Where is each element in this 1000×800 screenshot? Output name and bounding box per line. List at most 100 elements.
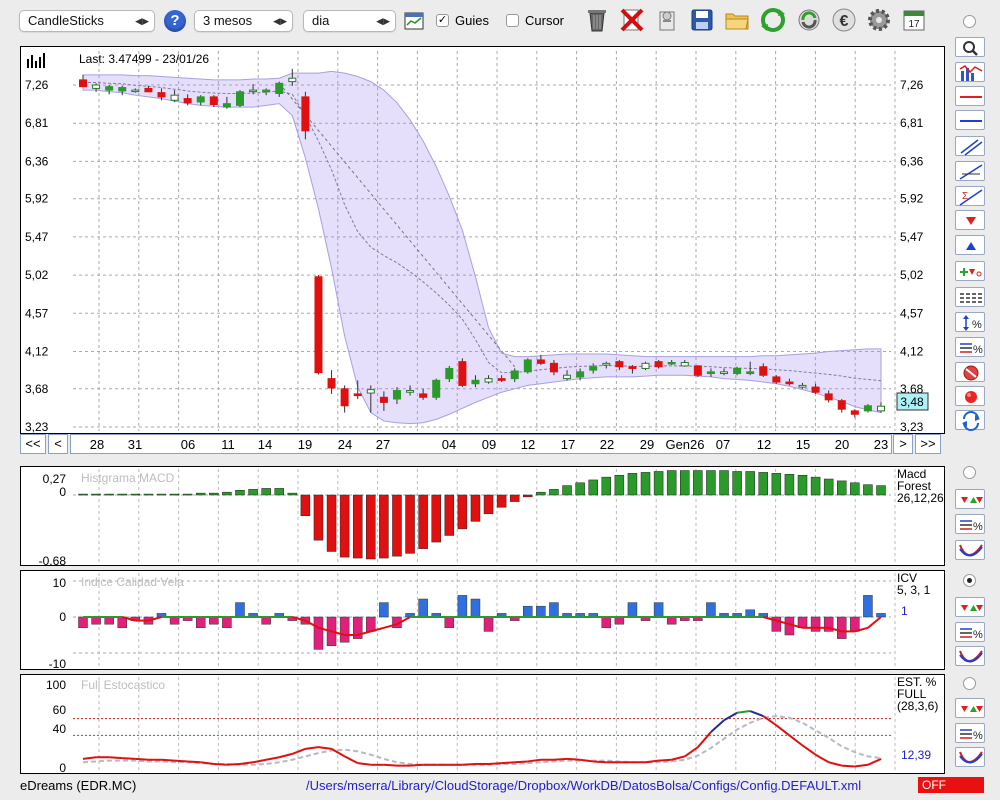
stoch-percent-button[interactable]: %: [955, 723, 985, 743]
add-signals-button[interactable]: [955, 261, 985, 281]
stoch-curve-button[interactable]: [955, 747, 985, 767]
price-chart-svg[interactable]: 7,26 6,81 6,36 5,92 5,47 5,02 4,57 4,12 3,68 3,23…: [21, 47, 944, 434]
nav-next-button[interactable]: >: [893, 434, 913, 454]
stochastic-chart-svg[interactable]: Full Estocastico 100 60 40 0 EST. % FULL…: [21, 675, 944, 775]
macd-percent-button[interactable]: %: [955, 514, 985, 534]
percent-lines-button[interactable]: %: [955, 337, 985, 357]
refresh-icon[interactable]: [759, 6, 787, 34]
macd-panel-radio[interactable]: [963, 466, 976, 479]
candle-body: [118, 87, 127, 92]
calendar-icon[interactable]: 17: [900, 6, 928, 34]
chart-type-select[interactable]: CandleSticks ◀▶: [19, 10, 155, 32]
channel-button[interactable]: [955, 136, 985, 156]
macd-bar: [104, 493, 114, 496]
stoch-signals-button[interactable]: [955, 698, 985, 718]
macd-bar: [797, 474, 808, 496]
stoch-tick-100: 100: [46, 678, 66, 692]
spreadsheet-icon[interactable]: [403, 10, 425, 32]
swap-button[interactable]: [955, 410, 985, 431]
icv-chart-svg[interactable]: Indice Calidad Vela 10 0 -10 ICV 5, 3, 1…: [21, 571, 944, 671]
horizontal-line-blue-button[interactable]: [955, 110, 985, 130]
sell-arrow-button[interactable]: [955, 210, 985, 230]
icv-bar: [614, 616, 625, 625]
curve-icon: [959, 544, 983, 557]
icv-bar: [653, 602, 664, 618]
candle: [366, 385, 375, 413]
period-select[interactable]: 3 mesos ◀▶: [194, 10, 293, 32]
nav-prev-button[interactable]: <: [48, 434, 68, 454]
guides-checkbox[interactable]: ✓: [436, 14, 449, 27]
trendline-button[interactable]: [955, 161, 985, 181]
magnifier-icon: [963, 41, 978, 56]
main-chart-radio[interactable]: [963, 15, 976, 28]
euro-icon[interactable]: €: [830, 6, 858, 34]
record-button[interactable]: [955, 386, 985, 406]
indicator-button[interactable]: [955, 62, 985, 82]
icv-signals-button[interactable]: [955, 597, 985, 617]
delete-icon[interactable]: [618, 6, 646, 34]
stoch-k-segment: [736, 710, 751, 714]
price-chart-panel[interactable]: 7,26 6,81 6,36 5,92 5,47 5,02 4,57 4,12 3,68 3,23…: [20, 46, 945, 434]
stoch-legend-1: EST. %: [897, 675, 937, 689]
icv-bar: [313, 616, 324, 650]
folder-icon[interactable]: [723, 6, 751, 34]
macd-curve-button[interactable]: [955, 540, 985, 560]
icv-bar: [169, 616, 180, 625]
price-tick-right: 6,36: [900, 154, 924, 168]
macd-bar: [640, 472, 651, 496]
trash-icon[interactable]: [583, 6, 611, 34]
icv-panel[interactable]: Indice Calidad Vela 10 0 -10 ICV 5, 3, 1…: [20, 570, 945, 671]
lines-button[interactable]: [955, 287, 985, 307]
status-off-badge: OFF: [918, 777, 984, 793]
buy-arrow-button[interactable]: [955, 235, 985, 255]
nav-last-button[interactable]: >>: [915, 434, 941, 454]
stoch-k-segment: [828, 761, 843, 767]
nav-first-button[interactable]: <<: [20, 434, 46, 454]
zoom-button[interactable]: [955, 37, 985, 57]
price-tick-right: 5,47: [900, 230, 924, 244]
icv-bar: [483, 616, 494, 632]
icv-line-segment: [762, 616, 777, 622]
macd-chart-svg[interactable]: Histgrama MACD 0,27 0 -0,68 Macd Forest …: [21, 467, 944, 568]
interval-select[interactable]: dia ◀▶: [303, 10, 396, 32]
guides-label: Guies: [455, 13, 489, 28]
macd-signals-button[interactable]: [955, 489, 985, 509]
candle-body: [379, 396, 388, 403]
date-tick: 27: [376, 437, 390, 452]
sync-icon[interactable]: [795, 6, 823, 34]
candle-body: [209, 96, 218, 106]
candle: [667, 359, 676, 366]
date-tick: 06: [181, 437, 195, 452]
fibonacci-button[interactable]: Σ: [955, 186, 985, 206]
icv-panel-radio[interactable]: [963, 574, 976, 587]
date-tick: 24: [338, 437, 352, 452]
config-path-link[interactable]: /Users/mserra/Library/CloudStorage/Dropb…: [306, 778, 862, 793]
stochastic-panel[interactable]: Full Estocastico 100 60 40 0 EST. % FULL…: [20, 674, 945, 775]
macd-bar: [313, 494, 324, 541]
macd-panel[interactable]: Histgrama MACD 0,27 0 -0,68 Macd Forest …: [20, 466, 945, 568]
document-icon[interactable]: [653, 6, 681, 34]
icv-curve-button[interactable]: [955, 646, 985, 666]
candle: [733, 366, 742, 376]
stoch-k-segment: [593, 760, 607, 764]
stop-button[interactable]: [955, 362, 985, 382]
horizontal-line-red-button[interactable]: [955, 86, 985, 106]
settings-icon[interactable]: [865, 6, 893, 34]
help-button[interactable]: ?: [164, 10, 186, 32]
stoch-panel-radio[interactable]: [963, 677, 976, 690]
macd-tick-zero: 0: [59, 485, 66, 499]
stoch-k-segment: [671, 755, 686, 761]
percent-range-button[interactable]: %: [955, 312, 985, 332]
save-icon[interactable]: [688, 6, 716, 34]
price-tick-right: 4,57: [900, 306, 924, 320]
macd-bar: [562, 485, 572, 496]
icv-bar: [823, 616, 834, 632]
candle-body: [733, 367, 742, 375]
icv-bar: [235, 602, 245, 618]
candle-body: [262, 89, 271, 93]
price-tick-right: 5,92: [900, 192, 924, 206]
icv-percent-button[interactable]: %: [955, 622, 985, 642]
icv-bar: [876, 613, 886, 618]
cursor-label: Cursor: [525, 13, 565, 28]
cursor-checkbox[interactable]: [506, 14, 519, 27]
